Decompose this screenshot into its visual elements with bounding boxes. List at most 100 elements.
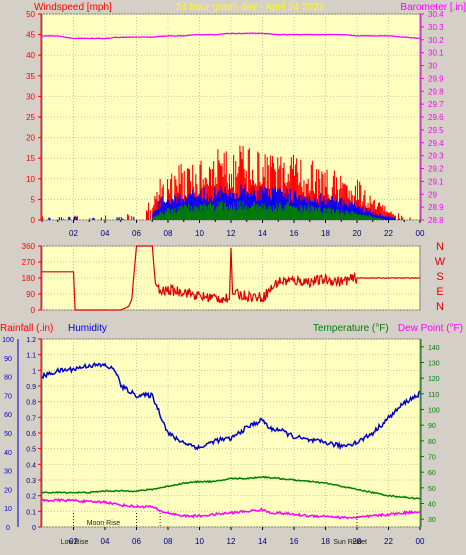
y2-tick-label: 29.5 bbox=[428, 126, 444, 135]
event-label: Set bbox=[356, 539, 367, 546]
x-tick-label: 12 bbox=[227, 537, 236, 546]
compass-label: N bbox=[436, 241, 444, 253]
y2-tick-label: 29.2 bbox=[428, 165, 444, 174]
x-tick-label: 20 bbox=[353, 537, 362, 546]
humidity-tick-label: 100 bbox=[2, 337, 14, 344]
rain-tick-label: 0.8 bbox=[26, 400, 36, 407]
temperature-axis-label: Temperature (°F) bbox=[313, 323, 389, 334]
rain-tick-label: 1.1 bbox=[26, 353, 36, 360]
temp-tick-label: 100 bbox=[428, 408, 440, 415]
y-tick-label: 0 bbox=[31, 216, 36, 225]
temp-tick-label: 60 bbox=[428, 470, 436, 477]
temp-tick-label: 80 bbox=[428, 439, 436, 446]
compass-label: W bbox=[435, 256, 446, 268]
low-series bbox=[152, 200, 386, 220]
y-tick-label: 40 bbox=[26, 51, 35, 60]
temp-tick-label: 70 bbox=[428, 455, 436, 462]
dewpoint-axis-label: Dew Point (°F) bbox=[398, 323, 463, 334]
x-tick-label: 14 bbox=[258, 537, 267, 546]
wind-series bbox=[41, 32, 421, 220]
x-tick-label: 10 bbox=[195, 229, 204, 238]
y2-tick-label: 29.9 bbox=[428, 74, 444, 83]
humidity-tick-label: 0 bbox=[6, 525, 10, 532]
temp-tick-label: 140 bbox=[428, 345, 440, 352]
temp-tick-label: 120 bbox=[428, 376, 440, 383]
temp-tick-label: 110 bbox=[428, 392, 439, 399]
humidity-tick-label: 40 bbox=[4, 450, 12, 457]
temperature-y-axis: 30 40 50 60 70 80 90 100 110 120 130 140 bbox=[420, 339, 440, 527]
y-tick-label: 270 bbox=[22, 258, 36, 267]
event-label: Moon Rise bbox=[87, 520, 121, 527]
x-tick-label: 04 bbox=[101, 229, 110, 238]
y2-tick-label: 30.2 bbox=[428, 36, 444, 45]
y-tick-label: 180 bbox=[22, 274, 36, 283]
y2-tick-label: 30 bbox=[428, 62, 437, 71]
y2-tick-label: 29.1 bbox=[428, 177, 444, 186]
rain-tick-label: 0.4 bbox=[26, 462, 36, 469]
windspeed-axis-label: Windspeed [mph] bbox=[34, 2, 112, 13]
y-tick-label: 10 bbox=[26, 175, 35, 184]
humidity-grid bbox=[42, 338, 420, 528]
chart-title: 24 hour graph day - April 24 2022 bbox=[176, 2, 325, 13]
event-label: Rise bbox=[74, 539, 88, 546]
temp-tick-label: 30 bbox=[428, 517, 436, 524]
rain-tick-label: 0.5 bbox=[26, 447, 36, 454]
barometer-y-axis: 28.8 28.9 29 29.1 29.2 29.3 29.4 29.5 29.6 29.7 29… bbox=[420, 10, 444, 225]
x-tick-label: 18 bbox=[321, 537, 330, 546]
y-tick-label: 360 bbox=[22, 242, 36, 251]
humidity-rain-y-axis: 0 10 20 30 40 50 60 70 80 90 100 0 0.1 0.2 0.3 0.4 0.5 0.… bbox=[2, 337, 42, 532]
compass-label: S bbox=[436, 271, 443, 283]
direction-y-axis: 0 90 180 270 360 bbox=[22, 242, 42, 315]
event-label: Low bbox=[61, 539, 75, 546]
temperature-line bbox=[41, 475, 421, 500]
temp-tick-label: 40 bbox=[428, 502, 436, 509]
y-tick-label: 30 bbox=[26, 92, 35, 101]
humidity-tick-label: 20 bbox=[4, 487, 12, 494]
x-tick-label: 10 bbox=[195, 537, 204, 546]
humidity-tick-label: 70 bbox=[4, 393, 12, 400]
x-tick-label: 22 bbox=[384, 229, 393, 238]
wind-y-axis: 0 5 10 15 20 25 30 35 40 45 50 bbox=[26, 10, 42, 225]
x-tick-label: 02 bbox=[69, 537, 78, 546]
x-tick-label: 08 bbox=[164, 229, 173, 238]
rain-tick-label: 0.6 bbox=[26, 431, 36, 438]
rain-tick-label: 0 bbox=[32, 525, 36, 532]
humidity-axis-label: Humidity bbox=[68, 323, 107, 334]
humidity-temp-series bbox=[41, 361, 421, 520]
y2-tick-label: 29.8 bbox=[428, 87, 444, 96]
x-tick-label: 06 bbox=[132, 537, 141, 546]
humidity-tick-label: 10 bbox=[4, 506, 12, 513]
x-tick-label: 14 bbox=[258, 229, 267, 238]
wind-x-axis: 02 04 06 08 10 12 14 16 18 20 22 00 bbox=[41, 220, 425, 238]
y-tick-label: 5 bbox=[31, 195, 36, 204]
dewpoint-line bbox=[41, 497, 421, 520]
humidity-line bbox=[41, 361, 421, 451]
x-tick-label: 00 bbox=[416, 537, 425, 546]
x-tick-label: 04 bbox=[101, 537, 110, 546]
y-tick-label: 15 bbox=[26, 154, 35, 163]
humidity-tick-label: 90 bbox=[4, 356, 12, 363]
rain-tick-label: 0.7 bbox=[26, 415, 36, 422]
barometer-line bbox=[41, 32, 421, 40]
rain-tick-label: 0.1 bbox=[26, 509, 36, 516]
humidity-tick-label: 50 bbox=[4, 431, 12, 438]
x-tick-label: 18 bbox=[321, 229, 330, 238]
event-label: Sun Rise bbox=[333, 539, 362, 546]
humidity-tick-label: 30 bbox=[4, 469, 12, 476]
temp-tick-label: 90 bbox=[428, 423, 436, 430]
barometer-axis-label: Barometer [.in] bbox=[400, 2, 466, 13]
y2-tick-label: 29.7 bbox=[428, 100, 444, 109]
y-tick-label: 20 bbox=[26, 134, 35, 143]
humidity-tick-label: 60 bbox=[4, 412, 12, 419]
rain-tick-label: 0.2 bbox=[26, 494, 36, 501]
y2-tick-label: 28.9 bbox=[428, 203, 444, 212]
y2-tick-label: 30.1 bbox=[428, 49, 444, 58]
rain-tick-label: 0.3 bbox=[26, 478, 36, 485]
y2-tick-label: 30.3 bbox=[428, 23, 444, 32]
y2-tick-label: 30.4 bbox=[428, 10, 444, 19]
y-tick-label: 45 bbox=[26, 31, 35, 40]
x-tick-label: 12 bbox=[227, 229, 236, 238]
